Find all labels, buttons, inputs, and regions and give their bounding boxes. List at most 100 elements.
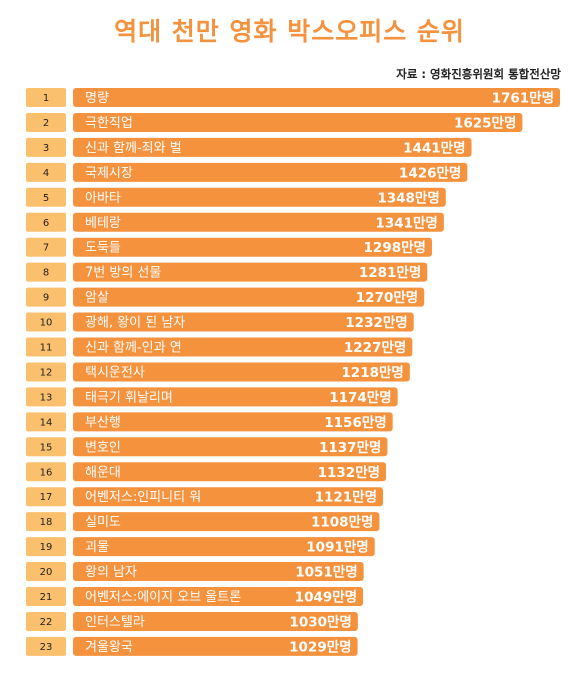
rank-box	[26, 437, 66, 457]
rank-box	[26, 212, 66, 232]
bar-row: 10 광해, 왕이 된 남자 1232만명	[26, 312, 414, 332]
rank-box	[26, 636, 66, 656]
bar	[73, 537, 375, 557]
bar-row: 14 부산행 1156만명	[26, 412, 393, 432]
rank-label: 17	[40, 492, 53, 503]
bar-row: 11 신과 함께-인과 연 1227만명	[26, 337, 413, 357]
value-label: 1049만명	[295, 589, 357, 606]
bar	[73, 512, 380, 532]
category-label: 신과 함께-인과 연	[85, 341, 182, 356]
bar	[73, 237, 432, 257]
category-label: 암살	[85, 291, 109, 306]
bar-row: 4 국제시장 1426만명	[26, 162, 468, 182]
bar	[73, 362, 410, 382]
bar	[73, 88, 560, 107]
rank-label: 16	[40, 467, 53, 478]
category-label: 왕의 남자	[85, 565, 137, 580]
rank-label: 3	[43, 143, 49, 154]
category-label: 신과 함께-죄와 벌	[85, 141, 182, 156]
bar	[73, 462, 387, 482]
rank-label: 5	[43, 193, 49, 204]
rank-label: 23	[40, 642, 53, 653]
rank-label: 19	[40, 542, 53, 553]
bar	[73, 412, 393, 432]
category-label: 괴물	[85, 540, 109, 555]
bar	[73, 312, 414, 332]
bar	[73, 187, 446, 207]
category-label: 국제시장	[85, 166, 133, 181]
bar	[73, 562, 364, 582]
rank-box	[26, 187, 66, 207]
bar	[73, 337, 413, 357]
rank-box	[26, 312, 66, 332]
bar	[73, 162, 468, 182]
value-label: 1121만명	[315, 489, 377, 506]
category-label: 7번 방의 선물	[85, 266, 161, 281]
bar-row: 17 어벤저스:인피니티 워 1121만명	[26, 487, 384, 507]
rank-label: 1	[43, 93, 49, 104]
rank-box	[26, 362, 66, 382]
category-label: 태극기 휘날리며	[85, 390, 173, 405]
rank-box	[26, 262, 66, 282]
rank-box	[26, 88, 66, 107]
bar-row: 2 극한직업 1625만명	[26, 112, 523, 132]
value-label: 1137만명	[319, 439, 381, 456]
value-label: 1218만명	[341, 364, 403, 381]
category-label: 베테랑	[85, 216, 121, 231]
value-label: 1270만명	[356, 289, 418, 306]
rank-box	[26, 562, 66, 582]
value-label: 1625만명	[454, 114, 516, 131]
category-label: 광해, 왕이 된 남자	[85, 316, 185, 331]
bar-row: 5 아바타 1348만명	[26, 187, 446, 207]
source-note: 자료 : 영화진흥위원회 통합전산망	[396, 67, 561, 81]
bar-row: 20 왕의 남자 1051만명	[26, 562, 364, 582]
rank-label: 8	[43, 268, 49, 279]
value-label: 1051만명	[295, 564, 357, 581]
rank-box	[26, 237, 66, 257]
rank-box	[26, 337, 66, 357]
bar	[73, 636, 358, 656]
rank-box	[26, 587, 66, 606]
bar-row: 18 실미도 1108만명	[26, 512, 380, 532]
rank-box	[26, 137, 66, 157]
bar-row: 16 해운대 1132만명	[26, 462, 387, 482]
category-label: 도둑들	[85, 241, 121, 256]
rank-box	[26, 537, 66, 557]
rank-label: 14	[40, 417, 53, 428]
bar	[73, 387, 398, 407]
rank-label: 2	[43, 118, 49, 129]
bar	[73, 212, 444, 232]
rank-box	[26, 387, 66, 407]
rank-label: 21	[40, 592, 53, 603]
bar-row: 19 괴물 1091만명	[26, 537, 375, 557]
bar-row: 22 인터스텔라 1030만명	[26, 611, 358, 631]
category-label: 변호인	[85, 440, 121, 455]
rank-box	[26, 462, 66, 482]
rank-label: 4	[43, 168, 49, 179]
rank-box	[26, 512, 66, 532]
rank-label: 6	[43, 218, 49, 229]
chart-title: 역대 천만 영화 박스오피스 순위	[114, 17, 465, 46]
value-label: 1174만명	[329, 389, 391, 406]
rank-box	[26, 112, 66, 132]
bar	[73, 262, 428, 282]
bar	[73, 137, 472, 157]
category-label: 아바타	[85, 191, 121, 206]
value-label: 1426만명	[399, 164, 461, 181]
bar-row: 23 겨울왕국 1029만명	[26, 636, 358, 656]
bar-row: 15 변호인 1137만명	[26, 437, 388, 457]
rank-box	[26, 412, 66, 432]
value-label: 1348만명	[377, 189, 439, 206]
rank-label: 12	[40, 367, 53, 378]
value-label: 1232만명	[345, 314, 407, 331]
value-label: 1029만명	[289, 638, 351, 655]
bar-row: 13 태극기 휘날리며 1174만명	[26, 387, 398, 407]
bar-row: 21 어벤저스:에이지 오브 울트론 1049만명	[26, 587, 364, 606]
bar	[73, 487, 384, 507]
bar-row: 6 베테랑 1341만명	[26, 212, 444, 232]
value-label: 1298만명	[364, 239, 426, 256]
value-label: 1441만명	[403, 139, 465, 156]
value-label: 1281만명	[359, 264, 421, 281]
rank-label: 18	[40, 517, 53, 528]
value-label: 1091만명	[306, 539, 368, 556]
